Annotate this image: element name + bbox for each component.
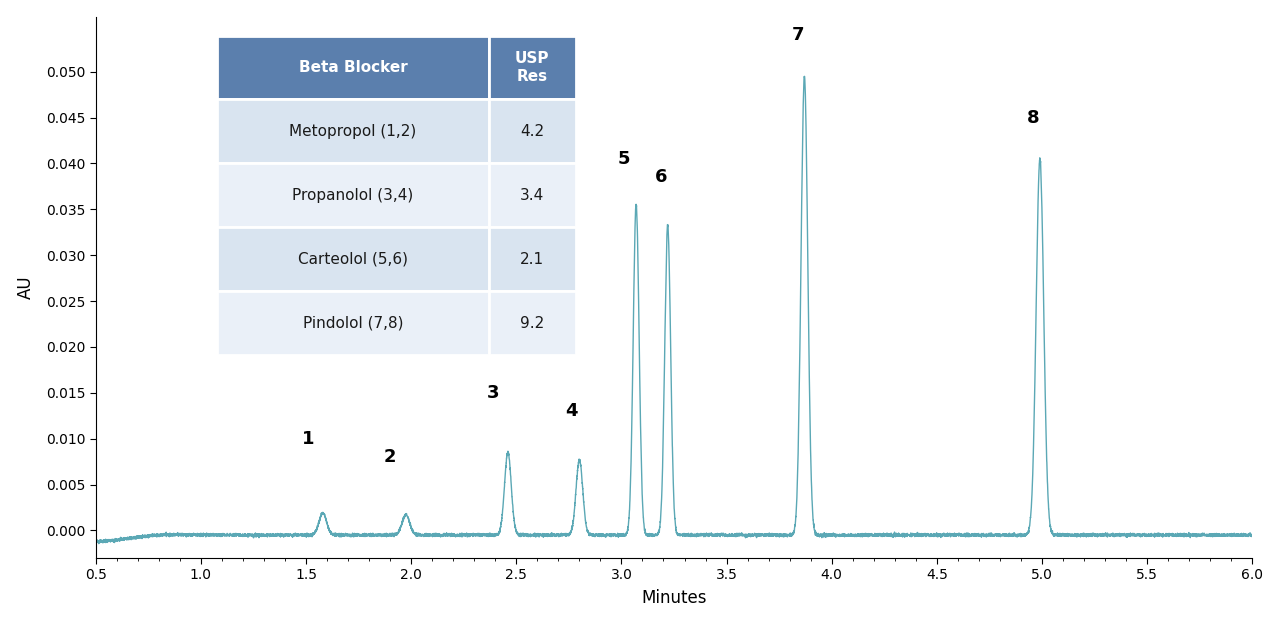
Text: Metopropol (1,2): Metopropol (1,2) (289, 124, 417, 139)
FancyBboxPatch shape (489, 36, 576, 99)
Text: 9.2: 9.2 (520, 316, 544, 331)
Text: 4.2: 4.2 (520, 124, 544, 139)
Text: USP
Res: USP Res (515, 51, 549, 84)
X-axis label: Minutes: Minutes (641, 589, 707, 607)
FancyBboxPatch shape (218, 99, 489, 163)
Text: 7: 7 (792, 26, 804, 44)
Text: 8: 8 (1028, 109, 1039, 127)
FancyBboxPatch shape (489, 163, 576, 227)
Text: Pindolol (7,8): Pindolol (7,8) (303, 316, 403, 331)
FancyBboxPatch shape (218, 36, 489, 99)
FancyBboxPatch shape (489, 227, 576, 291)
FancyBboxPatch shape (218, 163, 489, 227)
FancyBboxPatch shape (218, 227, 489, 291)
Text: Carteolol (5,6): Carteolol (5,6) (298, 251, 408, 266)
FancyBboxPatch shape (218, 291, 489, 355)
Text: Beta Blocker: Beta Blocker (298, 60, 407, 75)
Text: 1: 1 (302, 430, 315, 448)
Text: 2: 2 (384, 448, 397, 466)
Text: 3: 3 (486, 384, 499, 402)
Text: Propanolol (3,4): Propanolol (3,4) (292, 188, 413, 203)
Text: 2.1: 2.1 (520, 251, 544, 266)
Text: 5: 5 (617, 150, 630, 168)
Y-axis label: AU: AU (17, 276, 35, 299)
Text: 3.4: 3.4 (520, 188, 544, 203)
FancyBboxPatch shape (489, 291, 576, 355)
Text: 6: 6 (655, 168, 668, 187)
Text: 4: 4 (564, 402, 577, 421)
FancyBboxPatch shape (489, 99, 576, 163)
